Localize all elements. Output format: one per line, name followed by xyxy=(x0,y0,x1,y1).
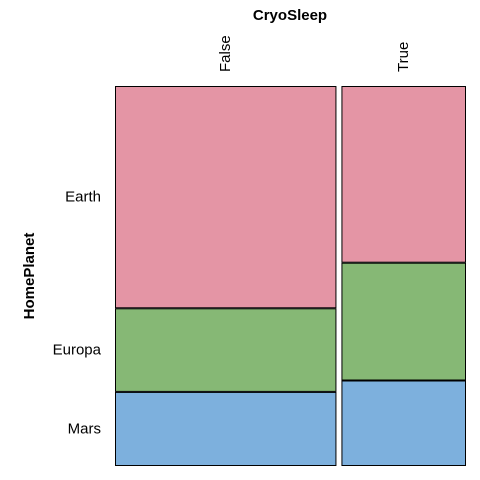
y-tick-label-mars: Mars xyxy=(68,420,101,437)
x-axis-title: CryoSleep xyxy=(253,7,327,24)
mosaic-cells xyxy=(115,86,466,466)
y-tick-labels: Earth Europa Mars xyxy=(53,189,102,438)
x-tick-labels: False True xyxy=(217,35,412,72)
cell-false-europa xyxy=(115,308,337,392)
cell-true-europa xyxy=(341,262,466,381)
cell-true-mars xyxy=(341,380,466,466)
cell-false-mars xyxy=(115,391,337,466)
y-tick-label-earth: Earth xyxy=(65,189,101,206)
cell-true-earth xyxy=(341,86,466,263)
x-tick-label-true: True xyxy=(395,42,412,72)
x-tick-label-false: False xyxy=(217,35,234,72)
y-axis-title: HomePlanet xyxy=(21,233,38,320)
y-tick-label-europa: Europa xyxy=(53,342,102,359)
cell-false-earth xyxy=(115,86,337,309)
